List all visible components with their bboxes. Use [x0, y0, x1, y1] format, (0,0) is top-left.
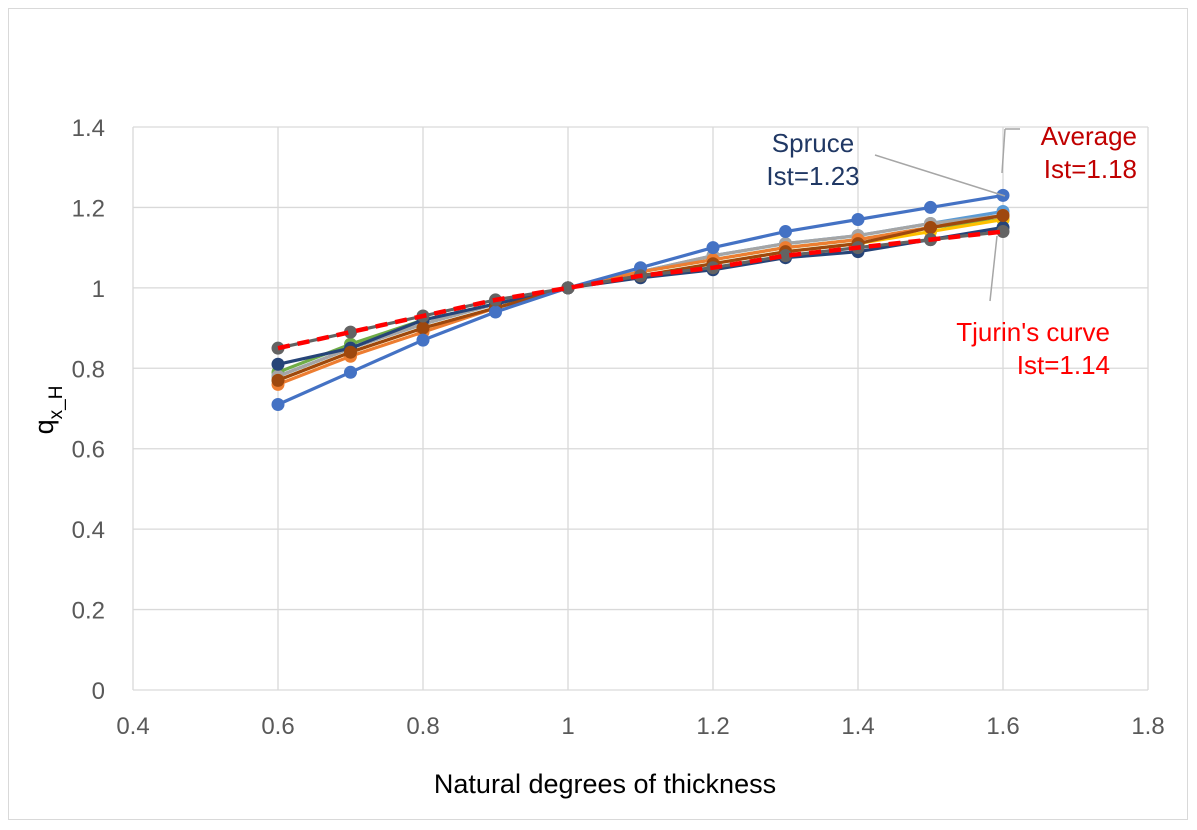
annotation-1-line-1: Ist=1.18: [1044, 154, 1137, 184]
data-point-7-3: [489, 305, 502, 319]
y-tick-label-5: 1: [92, 276, 105, 303]
x-axis-title: Natural degrees of thickness: [434, 769, 776, 799]
series-9: [277, 229, 1004, 351]
x-tick-label-5: 1.4: [841, 713, 874, 740]
x-tick-label-2: 0.8: [406, 713, 439, 740]
x-tick-label-7: 1.8: [1131, 713, 1164, 740]
annotation-leader-1: [1001, 128, 1006, 174]
data-point-6-0: [271, 373, 285, 387]
x-tick-label-6: 1.6: [986, 713, 1019, 740]
series-line-9: [277, 229, 1004, 351]
data-point-6-10: [996, 208, 1010, 222]
data-point-7-7: [779, 225, 792, 239]
data-point-7-0: [271, 397, 285, 411]
annotation-0-line-1: Ist=1.23: [766, 161, 859, 191]
y-tick-label-2: 0.4: [72, 517, 105, 544]
x-tick-label-0: 0.4: [116, 713, 149, 740]
x-tick-label-4: 1.2: [696, 713, 729, 740]
annotation-leader-0: [874, 154, 1006, 197]
y-tick-label-6: 1.2: [72, 195, 105, 222]
annotation-leaders: [874, 128, 1020, 302]
data-point-7-9: [924, 200, 937, 214]
y-tick-label-1: 0.2: [72, 598, 105, 625]
y-axis-title-sub: x_H: [46, 386, 67, 420]
y-tick-label-4: 0.8: [72, 356, 105, 383]
data-point-8-7: [779, 249, 792, 263]
data-point-7-6: [706, 241, 720, 255]
series-layer: [271, 188, 1010, 411]
annotation-2-line-0: Tjurin's curve: [956, 317, 1110, 347]
annotation-leader-2: [989, 235, 998, 302]
series-line-2: [277, 213, 1004, 378]
x-tick-label-1: 0.6: [261, 713, 294, 740]
series-7: [271, 188, 1010, 411]
data-point-8-10: [996, 225, 1010, 239]
data-point-6-9: [924, 221, 937, 235]
data-point-6-2: [416, 321, 430, 335]
y-tick-label-3: 0.6: [72, 437, 105, 464]
data-point-8-4: [561, 281, 575, 295]
series-line-4: [277, 213, 1004, 386]
annotation-0-line-0: Spruce: [772, 128, 854, 158]
data-point-6-1: [344, 345, 357, 359]
y-axis-title: qx_H: [29, 386, 67, 435]
x-tick-label-3: 1: [561, 713, 574, 740]
data-point-7-1: [344, 365, 357, 379]
y-tick-label-0: 0: [92, 678, 105, 705]
series-6: [271, 208, 1010, 387]
tick-labels: 0 0.2 0.4 0.6 0.8 1 1.2 1.4 0.4 0.6 0.8 1 1.2 1.4 1.6 1…: [72, 115, 1165, 740]
y-axis-title-main: q: [29, 419, 59, 434]
annotation-1-line-0: Average: [1041, 121, 1137, 151]
chart-frame: [8, 8, 1188, 820]
data-point-7-2: [416, 333, 430, 347]
data-point-8-1: [344, 325, 357, 339]
data-point-5-0: [271, 357, 285, 371]
annotation-2-line-1: Ist=1.14: [1017, 350, 1110, 380]
data-point-7-8: [851, 212, 865, 226]
series-3: [271, 212, 1010, 387]
svg-text:qx_H: qx_H: [29, 386, 67, 435]
y-tick-label-7: 1.4: [72, 115, 105, 142]
series-line-7: [277, 193, 1004, 406]
